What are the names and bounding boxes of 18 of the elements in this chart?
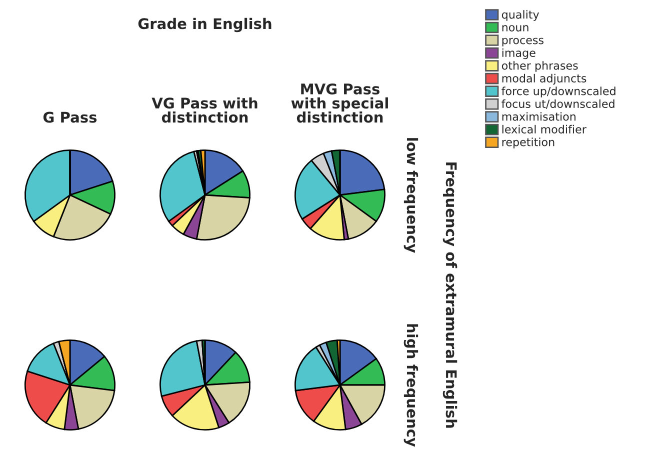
text: high frequency <box>404 324 418 447</box>
text: low frequency <box>404 138 418 253</box>
text: Frequency of extramural English <box>442 162 458 428</box>
legend-label: repetition <box>502 138 554 148</box>
legend-label: noun <box>502 25 528 32</box>
legend-label: force up/downscaled <box>502 86 616 98</box>
legend-label: modal adjuncts <box>502 74 586 85</box>
legend-label: process <box>502 38 544 46</box>
legend-label: focus ut/downscaled <box>502 99 614 109</box>
legend-label: other phrases <box>502 61 578 72</box>
text: G Pass <box>43 112 97 123</box>
legend-label: maximisation <box>502 112 576 121</box>
text: Grade in English <box>138 18 272 32</box>
chart-title: MVG Pass with special distinction <box>291 83 388 123</box>
legend-label: image <box>502 48 536 60</box>
legend-label: lexical modifier <box>502 124 586 134</box>
legend-label: quality <box>502 10 540 21</box>
chart-title: VG Pass with distinction <box>152 97 258 123</box>
